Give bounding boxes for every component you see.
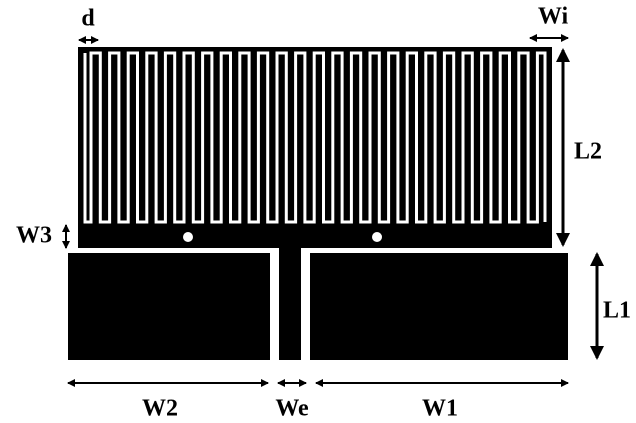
meander-gap — [83, 51, 547, 224]
label-l1: L1 — [603, 298, 631, 324]
label-w2: W2 — [142, 396, 178, 422]
meander-path — [83, 51, 547, 224]
label-w1: W1 — [422, 396, 458, 422]
feed-line — [279, 248, 301, 360]
label-we: We — [275, 396, 309, 422]
ground-left — [68, 253, 270, 360]
label-d: d — [81, 6, 95, 32]
label-w3: W3 — [16, 223, 52, 249]
label-wi: Wi — [538, 4, 569, 30]
ground-right — [310, 253, 568, 360]
via — [372, 232, 382, 242]
label-l2: L2 — [574, 139, 602, 165]
via — [183, 232, 193, 242]
